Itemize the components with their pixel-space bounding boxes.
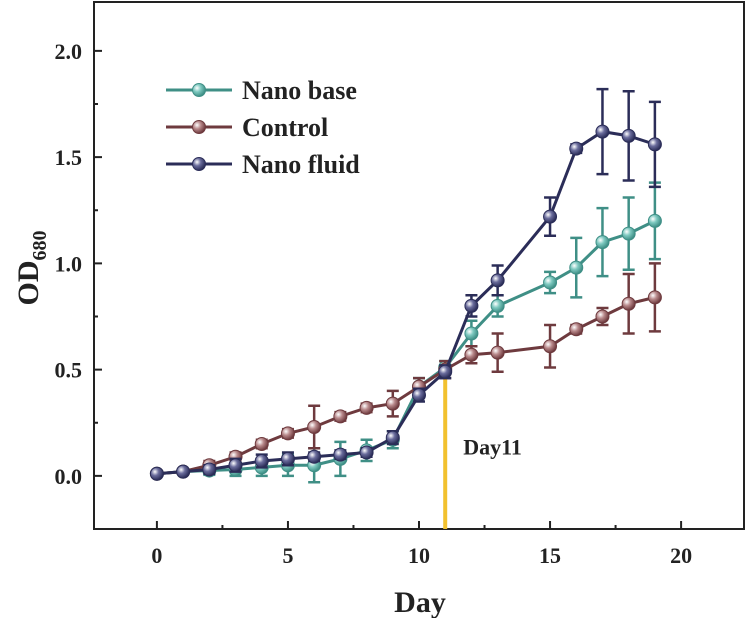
legend: Nano base Control Nano fluid [166,76,360,179]
data-point [412,388,426,403]
y-tick-label: 2.0 [55,39,83,64]
data-point [490,345,505,360]
x-tick-label: 15 [539,543,561,568]
data-point [385,430,400,445]
data-point [385,396,400,411]
data-point [464,298,479,313]
legend-label: Nano fluid [242,150,360,179]
data-point [307,449,322,464]
data-point [595,309,610,324]
legend-label: Nano base [242,76,357,105]
y-tick-label: 0.0 [55,464,83,489]
data-point [543,209,558,224]
data-point [307,420,322,434]
data-point [543,275,558,290]
data-point [202,462,217,477]
legend-marker [192,120,206,134]
data-point [621,128,636,143]
series-layer [149,87,662,484]
y-axis-title-main: OD [12,261,45,306]
data-point [359,400,374,415]
data-point [228,458,243,473]
data-point [254,454,269,468]
data-point [280,451,295,466]
data-point [438,364,453,379]
series-nano-fluid [149,87,662,481]
legend-item: Control [166,113,328,142]
legend-marker [192,83,206,97]
axis-ticks: 0 5 10 15 20 0.0 0.5 1.0 1.5 2.0 [55,39,693,568]
x-tick-label: 5 [282,543,293,568]
series-nano-base [149,181,662,484]
legend-item: Nano fluid [166,150,360,179]
data-point [647,213,662,228]
data-point [149,466,164,481]
data-point [569,141,584,156]
y-axis-title-subscript: 680 [29,231,51,261]
x-axis-title: Day [394,586,446,618]
x-tick-label: 0 [151,543,162,568]
plot-frame [93,1,745,530]
day11-annotation: Day11 [443,365,522,529]
series-control [149,262,662,481]
y-axis-title: OD680 [12,231,51,306]
data-point [333,447,348,462]
y-tick-label: 1.0 [55,251,83,276]
series-line [156,219,656,476]
data-point [595,124,610,139]
data-point [595,235,610,250]
legend-marker [192,157,206,171]
data-point [490,273,505,288]
day11-label: Day11 [463,435,522,460]
data-point [359,445,374,460]
svg-text:OD680: OD680 [12,231,51,306]
data-point [569,322,584,337]
data-point [569,260,584,275]
x-tick-label: 20 [670,543,692,568]
y-tick-label: 1.5 [55,145,83,170]
data-point [621,226,636,241]
data-point [543,339,558,354]
data-point [464,326,479,341]
data-point [490,298,505,313]
data-point [647,290,662,305]
legend-item: Nano base [166,76,357,105]
data-point [647,137,662,152]
data-point [621,296,636,311]
legend-label: Control [242,113,328,142]
x-tick-label: 10 [408,543,430,568]
y-tick-label: 0.5 [55,358,83,383]
series-line [156,130,656,476]
data-point [176,464,191,479]
data-point [254,437,269,451]
data-point [333,409,348,424]
data-point [464,347,479,362]
data-point [280,426,295,441]
